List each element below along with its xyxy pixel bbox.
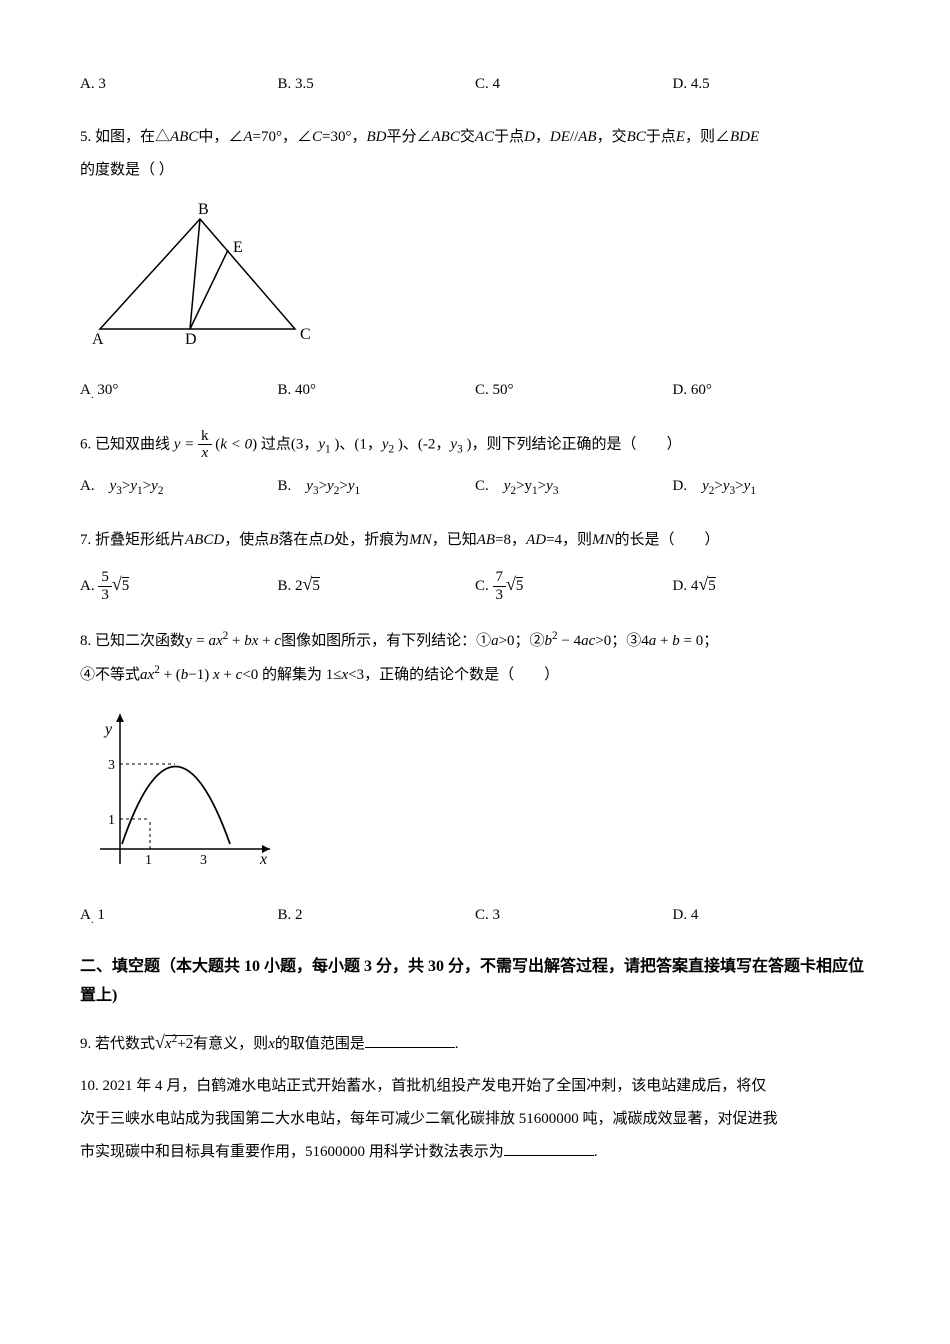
q7: 7. 折叠矩形纸片ABCD，使点B落在点D处，折痕为MN，已知AB=8，AD=4…: [80, 524, 870, 605]
q7-text: 7. 折叠矩形纸片ABCD，使点B落在点D处，折痕为MN，已知AB=8，AD=4…: [80, 524, 870, 557]
q6: 6. 已知双曲线 y = kx (k < 0) 过点(3，y1 )、(1，y2 …: [80, 428, 870, 504]
svg-text:3: 3: [200, 853, 207, 868]
q10-line3: 市实现碳中和目标具有重要作用，51600000 用科学计数法表示为.: [80, 1136, 870, 1169]
q8-opt-b: B. 2: [278, 899, 476, 933]
q8-line2: ④不等式ax2 + (b−1) x + c<0 的解集为 1≤x<3，正确的结论…: [80, 658, 870, 692]
q9-blank: [365, 1033, 455, 1048]
q7-options: A. 53√5 B. 2√5 C. 73√5 D. 4√5: [80, 565, 870, 605]
q5-opt-a: A. 30°: [80, 374, 278, 408]
q7-opt-a: A. 53√5: [80, 565, 278, 605]
q5-opt-d: D. 60°: [673, 374, 871, 408]
q7-opt-c: C. 73√5: [475, 565, 673, 605]
q6-opt-c: C. y2>y1>y3: [475, 470, 673, 504]
q10: 10. 2021 年 4 月，白鹤滩水电站正式开始蓄水，首批机组投产发电开始了全…: [80, 1070, 870, 1169]
q5-options: A. 30° B. 40° C. 50° D. 60°: [80, 374, 870, 408]
q5: 5. 如图，在△ABC中，∠A=70°，∠C=30°，BD平分∠ABC交AC于点…: [80, 121, 870, 408]
svg-text:B: B: [198, 201, 209, 218]
svg-text:A: A: [92, 331, 104, 348]
q5-line2: 的度数是（ ）: [80, 154, 870, 187]
q4-opt-a: A. 3: [80, 68, 278, 101]
q8-opt-a: A. 1: [80, 899, 278, 933]
svg-text:1: 1: [108, 813, 115, 828]
q10-text: 10. 2021 年 4 月，白鹤滩水电站正式开始蓄水，首批机组投产发电开始了全…: [80, 1070, 870, 1103]
q6-text: 6. 已知双曲线 y = kx (k < 0) 过点(3，y1 )、(1，y2 …: [80, 428, 870, 462]
q9: 9. 若代数式√x2+2有意义，则x的取值范围是.: [80, 1023, 870, 1063]
q4-options: A. 3 B. 3.5 C. 4 D. 4.5: [80, 68, 870, 101]
svg-text:3: 3: [108, 758, 115, 773]
parabola-figure: y x 1 3 1 3: [80, 704, 280, 874]
svg-text:x: x: [259, 851, 267, 868]
q7-opt-d: D. 4√5: [673, 565, 871, 605]
q8-opt-c: C. 3: [475, 899, 673, 933]
q8-figure: y x 1 3 1 3: [80, 704, 870, 887]
q6-opt-a: A. y3>y1>y2: [80, 470, 278, 504]
q8-text: 8. 已知二次函数y = ax2 + bx + c图像如图所示，有下列结论：①a…: [80, 624, 870, 658]
q5-opt-c: C. 50°: [475, 374, 673, 408]
svg-text:y: y: [103, 721, 113, 738]
svg-text:1: 1: [145, 853, 152, 868]
q10-blank: [504, 1141, 594, 1156]
q6-opt-d: D. y2>y3>y1: [673, 470, 871, 504]
section2-header: 二、填空题（本大题共 10 小题，每小题 3 分，共 30 分，不需写出解答过程…: [80, 953, 870, 1011]
q6-opt-b: B. y3>y2>y1: [278, 470, 476, 504]
q5-opt-b: B. 40°: [278, 374, 476, 408]
q9-text: 9. 若代数式√x2+2有意义，则x的取值范围是.: [80, 1023, 870, 1063]
q4-opt-c: C. 4: [475, 68, 673, 101]
q8-options: A. 1 B. 2 C. 3 D. 4: [80, 899, 870, 933]
svg-text:E: E: [233, 239, 243, 256]
q4-opt-d: D. 4.5: [673, 68, 871, 101]
q6-options: A. y3>y1>y2 B. y3>y2>y1 C. y2>y1>y3 D. y…: [80, 470, 870, 504]
q7-opt-b: B. 2√5: [278, 565, 476, 605]
q8: 8. 已知二次函数y = ax2 + bx + c图像如图所示，有下列结论：①a…: [80, 624, 870, 933]
svg-text:D: D: [185, 331, 197, 348]
triangle-figure: A B C D E: [80, 199, 320, 349]
q5-text: 5. 如图，在△ABC中，∠A=70°，∠C=30°，BD平分∠ABC交AC于点…: [80, 121, 870, 154]
q5-figure: A B C D E: [80, 199, 870, 362]
q8-opt-d: D. 4: [673, 899, 871, 933]
q4-opt-b: B. 3.5: [278, 68, 476, 101]
q10-line2: 次于三峡水电站成为我国第二大水电站，每年可减少二氧化碳排放 51600000 吨…: [80, 1103, 870, 1136]
svg-text:C: C: [300, 326, 311, 343]
